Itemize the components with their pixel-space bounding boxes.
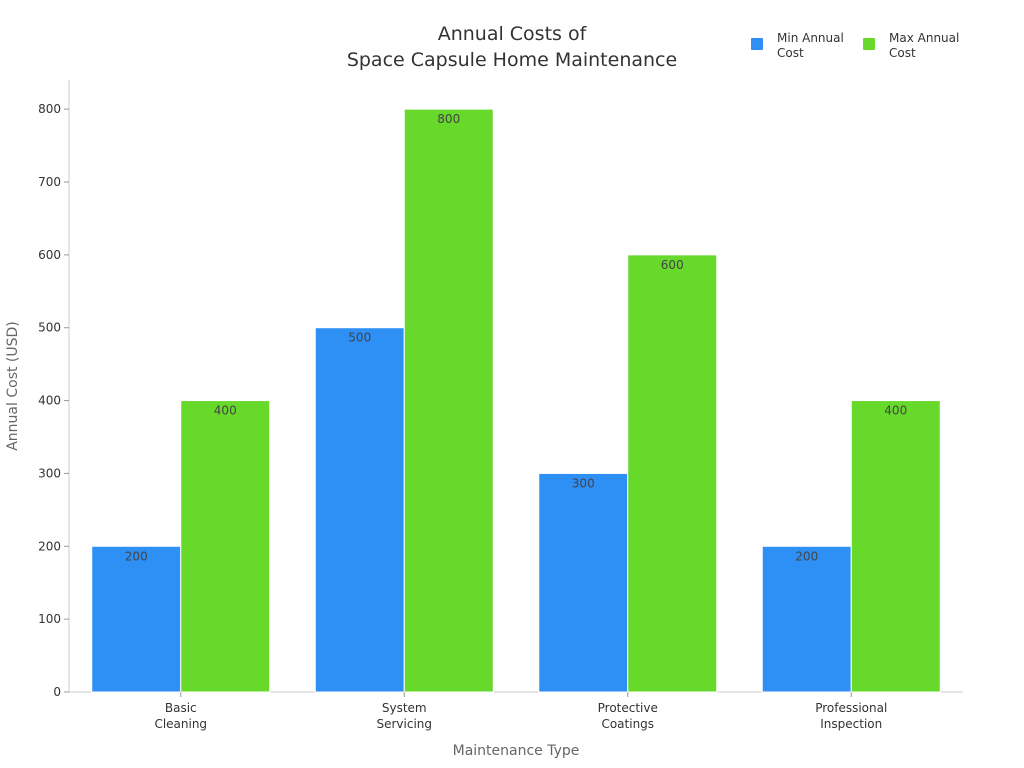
legend-item-min: Min Annual Cost (751, 31, 844, 60)
x-tick-label: Coatings (601, 717, 654, 731)
bar (538, 472, 629, 693)
bar (314, 327, 405, 693)
bar-value-label: 800 (437, 112, 460, 126)
legend-item-max: Max Annual Cost (863, 31, 959, 60)
legend-label: Min Annual (777, 31, 844, 45)
x-tick-label: Cleaning (154, 717, 207, 731)
x-tick-label: Servicing (376, 717, 432, 731)
y-axis-title: Annual Cost (USD) (5, 321, 21, 451)
y-tick-label: 500 (38, 321, 61, 335)
y-tick-label: 600 (38, 248, 61, 262)
bar (627, 254, 718, 693)
y-tick-label: 100 (38, 612, 61, 626)
bar-value-label: 600 (661, 258, 684, 272)
bar-value-label: 500 (348, 331, 371, 345)
bar (180, 400, 271, 693)
bar (761, 545, 852, 693)
plot-area: 0 100 200 300 400 500 600 700 800 200 400 Basic Clea… (38, 80, 963, 731)
legend-label: Max Annual (889, 31, 959, 45)
chart-title: Annual Costs of Space Capsule Home Maint… (347, 23, 677, 71)
bar (403, 108, 494, 693)
legend-label: Cost (777, 46, 804, 60)
chart-title-line: Annual Costs of (438, 23, 588, 45)
chart-title-line: Space Capsule Home Maintenance (347, 49, 677, 71)
x-tick-label: Basic (165, 701, 197, 715)
legend-label: Cost (889, 46, 916, 60)
x-tick-label: Professional (815, 701, 887, 715)
x-tick-label: Inspection (820, 717, 882, 731)
x-axis-title: Maintenance Type (453, 743, 580, 759)
bar (850, 400, 941, 693)
y-tick-label: 0 (53, 685, 61, 699)
x-tick-label: Protective (598, 701, 658, 715)
legend: Min Annual Cost Max Annual Cost (751, 31, 959, 60)
bar-value-label: 200 (125, 549, 148, 563)
bar-value-label: 300 (572, 476, 595, 490)
y-tick-label: 700 (38, 175, 61, 189)
y-tick-label: 400 (38, 394, 61, 408)
y-tick-label: 300 (38, 466, 61, 480)
legend-swatch-min (751, 38, 763, 50)
bar (91, 545, 182, 693)
y-tick-label: 800 (38, 102, 61, 116)
legend-swatch-max (863, 38, 875, 50)
bar-value-label: 200 (795, 549, 818, 563)
y-tick-label: 200 (38, 539, 61, 553)
bar-value-label: 400 (884, 404, 907, 418)
x-tick-label: System (382, 701, 427, 715)
bar-value-label: 400 (214, 404, 237, 418)
